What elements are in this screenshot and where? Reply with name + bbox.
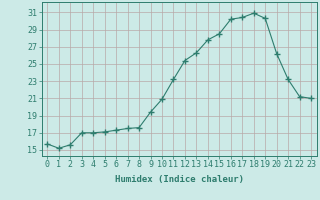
X-axis label: Humidex (Indice chaleur): Humidex (Indice chaleur): [115, 175, 244, 184]
